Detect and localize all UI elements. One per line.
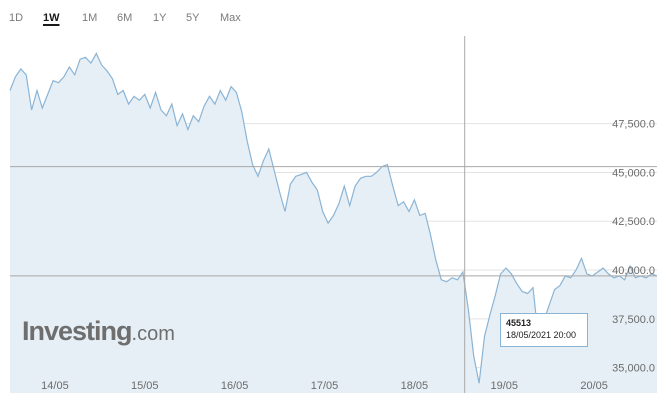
tooltip-datetime: 18/05/2021 20:00 [506, 330, 577, 340]
x-tick-label: 20/05 [580, 380, 608, 392]
y-tick-label: 47,500.0 [612, 119, 655, 131]
x-tick-label: 16/05 [221, 380, 249, 392]
x-tick-label: 19/05 [490, 380, 518, 392]
y-tick-label: 37,500.0 [612, 314, 655, 326]
tab-1d[interactable]: 1D [9, 12, 24, 24]
y-tick-label: 45,000.0 [612, 167, 655, 179]
y-tick-label: 42,500.0 [612, 216, 655, 228]
tab-5y[interactable]: 5Y [186, 12, 200, 24]
logo-brand: Investing [22, 316, 133, 346]
tab-1m[interactable]: 1M [82, 12, 98, 24]
x-tick-label: 15/05 [131, 380, 159, 392]
logo-tld: .com [131, 323, 175, 345]
y-tick-label: 35,000.0 [612, 363, 655, 375]
tab-6m[interactable]: 6M [117, 12, 133, 24]
price-tooltip: 45513 18/05/2021 20:00 [500, 313, 588, 347]
tab-max[interactable]: Max [220, 12, 241, 24]
y-tick-label: 40,000.0 [612, 265, 655, 277]
tab-1y[interactable]: 1Y [153, 12, 167, 24]
x-tick-label: 18/05 [401, 380, 429, 392]
price-area [10, 53, 657, 394]
price-line [9, 52, 658, 384]
tab-1w[interactable]: 1W [43, 12, 60, 24]
tooltip-value: 45513 [506, 318, 532, 328]
timeframe-tabs: 1D 1W 1M 6M 1Y 5Y Max [0, 8, 260, 28]
x-tick-label: 17/05 [311, 380, 339, 392]
investing-logo: Investing.com [22, 316, 175, 352]
x-tick-label: 14/05 [41, 380, 69, 392]
